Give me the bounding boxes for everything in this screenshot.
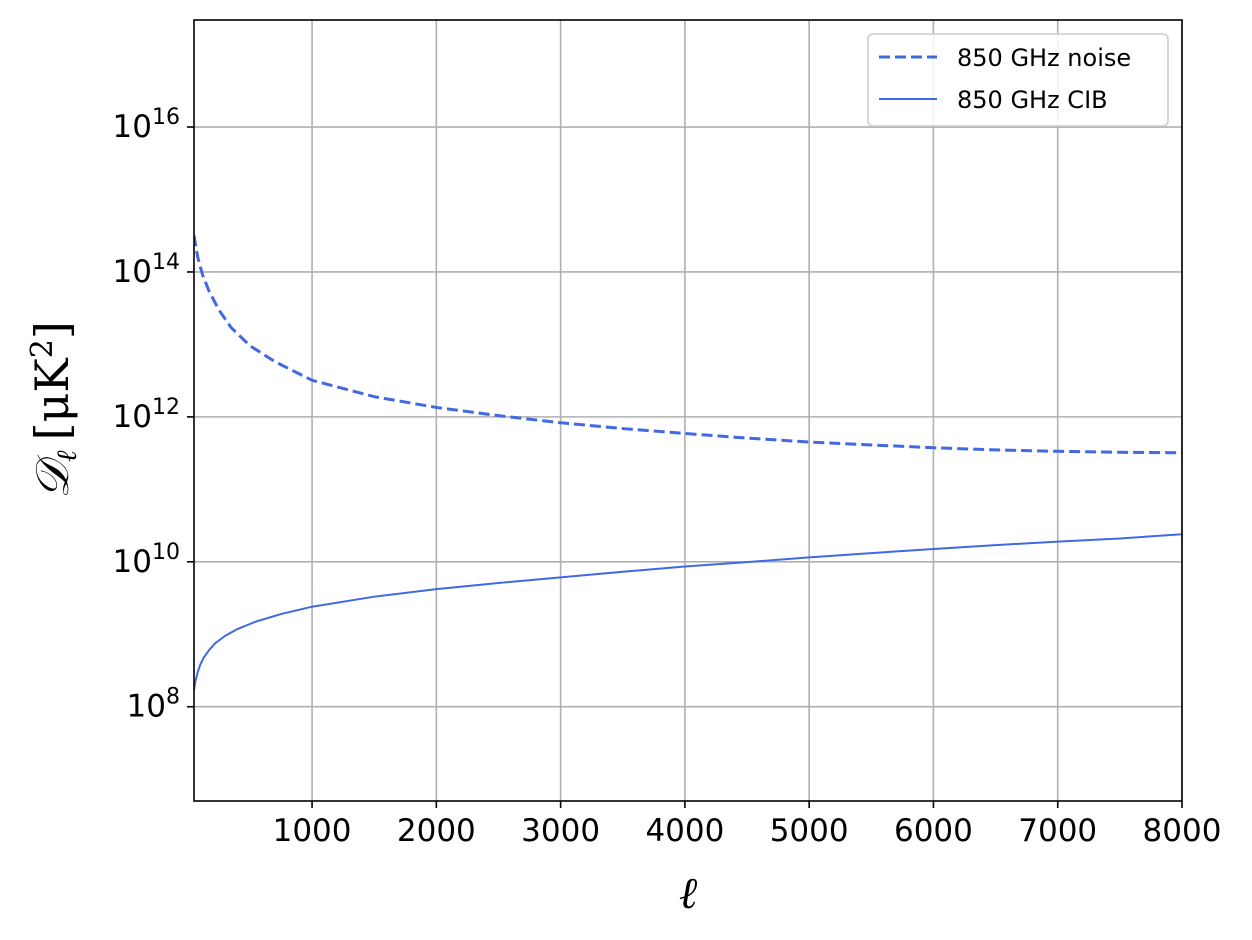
y-tick-label-base: 10 <box>113 109 152 145</box>
y-tick-label: 1012 <box>113 395 180 435</box>
ticks: 1000 2000 3000 4000 5000 6000 7000 800010810101… <box>113 105 1222 849</box>
series-layer <box>194 235 1182 691</box>
y-tick-label-base: 10 <box>113 399 152 435</box>
legend-cib-label: 850 GHz CIB <box>957 86 1108 114</box>
x-tick-label: 4000 <box>645 813 724 849</box>
y-tick-label-exponent: 16 <box>152 105 180 130</box>
y-tick-label: 1010 <box>113 540 180 580</box>
plot-frame <box>193 19 1183 802</box>
y-axis-title-unit-sup: 2 <box>25 339 60 358</box>
x-tick-label: 6000 <box>894 813 973 849</box>
series-line-cib <box>194 533 1182 691</box>
y-tick-label-base: 10 <box>113 544 152 580</box>
y-tick-label-base: 10 <box>113 254 152 290</box>
y-tick-label: 108 <box>127 685 180 725</box>
legend: 850 GHz noise 850 GHz CIB <box>867 33 1169 127</box>
y-axis-title: 𝒟ℓ[μK2] <box>25 321 83 499</box>
series-line-noise <box>194 235 1182 455</box>
x-tick-label: 5000 <box>770 813 849 849</box>
legend-noise-label: 850 GHz noise <box>957 44 1131 72</box>
y-tick-label: 1016 <box>113 105 180 145</box>
x-tick-label: 3000 <box>521 813 600 849</box>
legend-box <box>867 33 1169 127</box>
y-axis-title-unit-close: ] <box>25 321 79 339</box>
y-tick-label-exponent: 14 <box>152 250 180 275</box>
x-tick-label: 1000 <box>273 813 352 849</box>
y-tick-label-exponent: 8 <box>166 685 180 710</box>
y-tick-label-exponent: 10 <box>152 540 180 565</box>
x-tick-label: 2000 <box>397 813 476 849</box>
grid <box>194 20 1183 801</box>
x-tick-label: 7000 <box>1018 813 1097 849</box>
y-tick-label-exponent: 12 <box>152 395 180 420</box>
y-axis-title-subscript: ℓ <box>50 450 83 462</box>
y-tick-label-base: 10 <box>127 689 166 725</box>
y-axis-title-unit: [μK <box>25 357 79 441</box>
x-axis-title: ℓ <box>679 868 698 919</box>
x-tick-label: 8000 <box>1143 813 1222 849</box>
y-tick-label: 1014 <box>113 250 180 290</box>
